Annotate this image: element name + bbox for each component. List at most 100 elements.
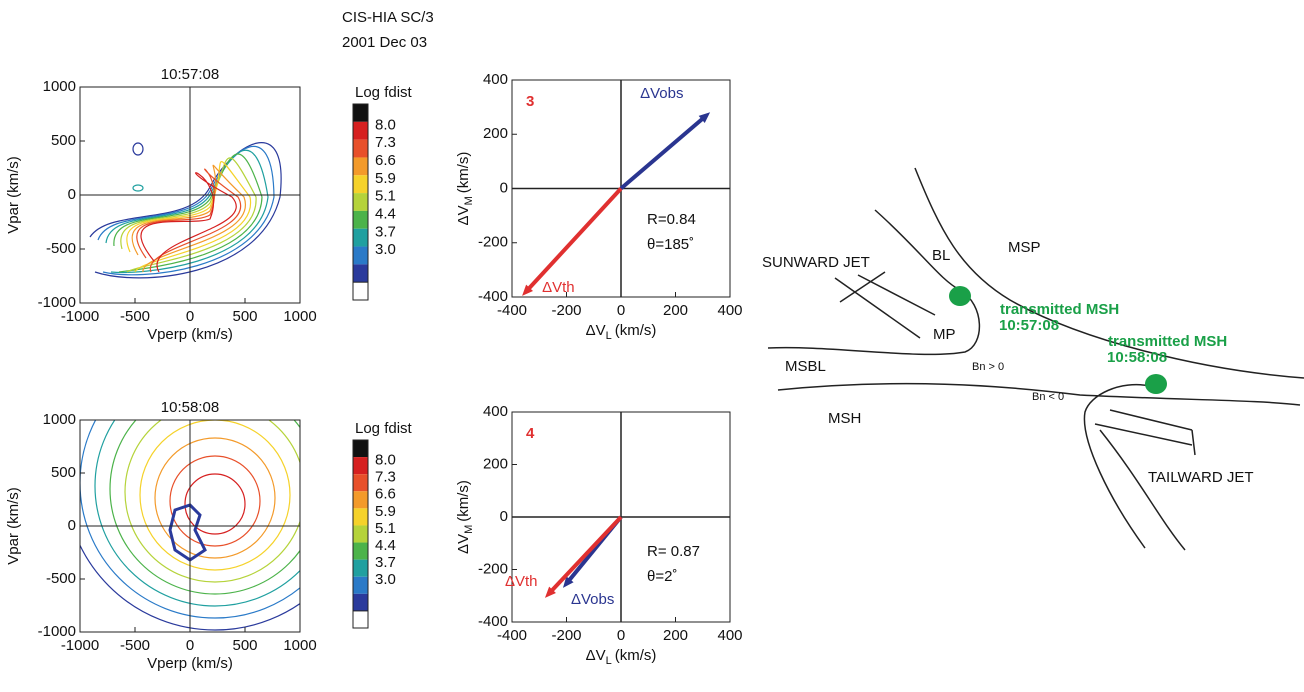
label-sub: M [463, 196, 475, 205]
diagram-small-label: Bn > 0 [972, 361, 1004, 373]
colorbar-swatch [353, 210, 368, 229]
contour [89, 142, 282, 279]
y-axis-label: Vpar (km/s) [5, 156, 22, 234]
y-tick-label: -1000 [38, 294, 76, 311]
x-tick-label: 200 [663, 302, 688, 319]
colorbar-label: 5.9 [375, 170, 396, 187]
diagram-label: MSH [828, 410, 861, 427]
label-sub: M [463, 525, 475, 534]
y-tick-label: 0 [500, 179, 508, 196]
contour [80, 420, 300, 619]
colorbar-swatch [353, 542, 368, 560]
colorbar-swatch [353, 104, 368, 122]
vector-arrow [619, 115, 706, 191]
colorbar-label: 7.3 [375, 134, 396, 151]
contour [80, 543, 300, 631]
x-axis-label: ΔVL (km/s) [586, 647, 657, 667]
y-tick-label: -200 [478, 560, 508, 577]
vector-arrow [526, 187, 623, 292]
y-tick-label: -200 [478, 234, 508, 251]
instrument: CIS-HIA SC/3 [342, 9, 434, 26]
contours [89, 142, 282, 279]
arrow-head [544, 586, 556, 598]
arrow-head [522, 284, 534, 296]
label-part: ΔV [455, 205, 472, 225]
contour [132, 142, 144, 156]
y-tick-label: 200 [483, 125, 508, 142]
x-tick-label: -1000 [61, 637, 99, 654]
colorbar-swatch [352, 281, 369, 301]
x-axis-label: Vperp (km/s) [147, 326, 233, 343]
y-axis-label: ΔVM (km/s) [455, 480, 475, 554]
contour [168, 503, 207, 562]
x-tick-label: -200 [551, 302, 581, 319]
x-tick-label: -400 [497, 302, 527, 319]
x-tick-label: 200 [663, 627, 688, 644]
event-time: 10:58:08 [1107, 349, 1167, 366]
label-part: ΔV [586, 322, 606, 339]
y-tick-label: 400 [483, 71, 508, 88]
contour [184, 473, 246, 535]
colorbar-title: Log fdist [355, 84, 413, 101]
y-tick-label: 400 [483, 403, 508, 420]
y-axis-label: Vpar (km/s) [5, 487, 22, 565]
contour [139, 420, 291, 571]
colorbar-label: 3.0 [375, 571, 396, 588]
colorbar-swatch [353, 593, 368, 611]
y-tick-label: 0 [500, 508, 508, 525]
label-part: (km/s) [615, 647, 657, 664]
arrow-label: ΔVth [505, 573, 538, 590]
y-tick-label: 1000 [43, 78, 76, 95]
colorbar-swatch [353, 264, 368, 283]
colorbar-swatch [353, 246, 368, 265]
diagram-label: MSP [1008, 239, 1041, 256]
diagram-label: MP [933, 326, 956, 343]
arrow-label: ΔVobs [571, 591, 614, 608]
x-tick-label: 400 [717, 302, 742, 319]
contour [131, 164, 247, 273]
colorbar-swatch [353, 508, 368, 526]
y-tick-label: 0 [68, 186, 76, 203]
date: 2001 Dec 03 [342, 34, 427, 51]
colorbar-swatch [353, 440, 368, 458]
contour [124, 420, 300, 583]
colorbar-swatch [353, 576, 368, 594]
x-tick-label: 0 [617, 302, 625, 319]
x-tick-label: 500 [232, 308, 257, 325]
event-time: 10:57:08 [999, 317, 1059, 334]
colorbar-swatch [353, 491, 368, 509]
diagram-label: MSBL [785, 358, 826, 375]
colorbar-label: 4.4 [375, 537, 396, 554]
contour [97, 145, 275, 276]
colorbar-label: 5.1 [375, 188, 396, 205]
colorbar-label: 8.0 [375, 451, 396, 468]
y-tick-label: 1000 [43, 411, 76, 428]
x-tick-label: -500 [120, 637, 150, 654]
colorbar-swatch [353, 525, 368, 543]
colorbar-label: 4.4 [375, 205, 396, 222]
contour [120, 157, 257, 273]
annotation: R=0.84 [647, 211, 696, 228]
y-tick-label: 500 [51, 464, 76, 481]
contour [105, 149, 269, 274]
x-tick-label: -200 [551, 627, 581, 644]
arrow-head [698, 112, 711, 124]
contour [132, 184, 144, 192]
colorbar-swatch [353, 175, 368, 194]
annotation: θ=2˚ [647, 568, 677, 585]
label-part: ΔV [455, 534, 472, 554]
arrow-head [562, 576, 574, 588]
contour [126, 161, 251, 273]
y-tick-label: -400 [478, 613, 508, 630]
colorbar-swatch [353, 559, 368, 577]
arrow-label: ΔVth [542, 279, 575, 296]
contour [140, 172, 237, 273]
colorbar-swatch [353, 157, 368, 176]
arrow-label: ΔVobs [640, 85, 683, 102]
diagram-label: BL [932, 247, 950, 264]
diagram-label: TAILWARD JET [1148, 469, 1254, 486]
plot-title: 10:58:08 [161, 399, 219, 416]
x-tick-label: -1000 [61, 308, 99, 325]
colorbar-label: 3.7 [375, 554, 396, 571]
contour [109, 420, 300, 595]
